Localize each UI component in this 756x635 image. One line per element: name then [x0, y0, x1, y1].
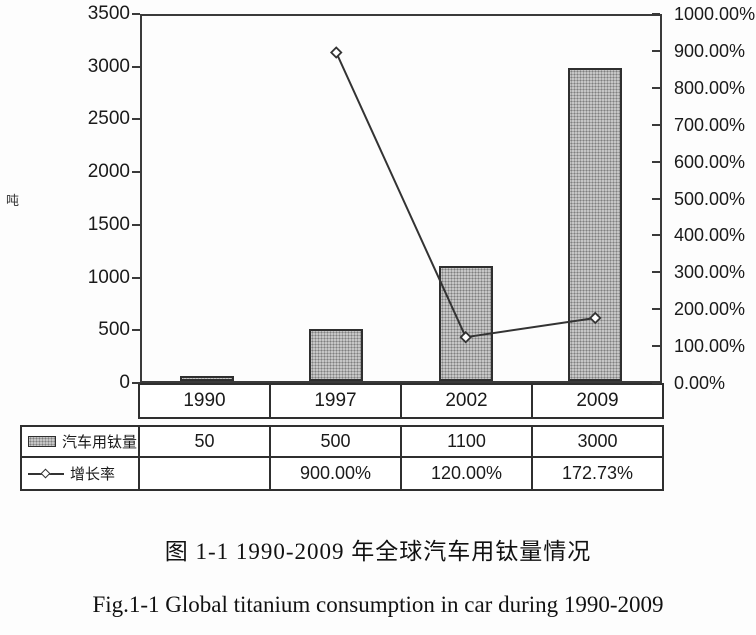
- left-axis-tick-label: 2000: [87, 161, 130, 183]
- table-row: 增长率 900.00% 120.00% 172.73%: [22, 458, 662, 489]
- diamond-marker: [329, 46, 343, 59]
- left-axis-tick-label: 1000: [87, 266, 130, 288]
- data-table: 汽车用钛量 50 500 1100 3000 增长率 900.00% 120.00% 172.7…: [20, 425, 664, 491]
- right-axis-tick-mark: [652, 123, 660, 126]
- right-axis-tick-mark: [652, 160, 660, 163]
- left-axis-tick-label: 1500: [87, 213, 130, 235]
- left-axis-tick-mark: [132, 329, 140, 332]
- right-axis-tick-mark: [652, 49, 660, 52]
- right-axis-tick-label: 800.00%: [674, 77, 746, 98]
- left-axis-tick-mark: [132, 13, 140, 15]
- left-axis-tick-label: 3500: [87, 3, 130, 24]
- value-cell-1990-row1: 50: [140, 427, 271, 456]
- caption-english: Fig.1-1 Global titanium consumption in c…: [92, 592, 664, 617]
- category-cell-1997: 1997: [271, 385, 402, 417]
- table-row: 汽车用钛量 50 500 1100 3000: [22, 427, 662, 458]
- diamond-marker: [588, 311, 602, 325]
- category-cell-2002: 2002: [402, 385, 533, 417]
- growth-rate-polyline: [335, 52, 596, 339]
- value-cell-2002-row1: 1100: [402, 427, 533, 456]
- right-axis-tick-mark: [652, 13, 660, 15]
- right-axis-tick-label: 500.00%: [674, 188, 746, 209]
- left-axis-tick-mark: [132, 382, 140, 384]
- right-axis-tick-label: 300.00%: [674, 262, 746, 283]
- category-cell-1990: 1990: [140, 385, 271, 417]
- legend-label: 汽车用钛量: [62, 434, 138, 451]
- legend-cell: 汽车用钛量: [22, 427, 140, 456]
- right-axis-tick-mark: [652, 308, 660, 311]
- bar-2009: [568, 68, 623, 381]
- left-axis-tick-label: 500: [98, 319, 130, 341]
- right-axis-tick-label: 400.00%: [674, 225, 746, 246]
- line-marker-icon: [28, 468, 64, 480]
- value-cell-2009-row1: 3000: [577, 431, 618, 451]
- value-cell-2002-row2: 120.00%: [402, 458, 533, 489]
- caption-chinese: 图 1-1 1990-2009 年全球汽车用钛量情况: [164, 539, 592, 564]
- legend-label: 增长率: [70, 466, 116, 483]
- right-axis-tick-mark: [652, 382, 660, 384]
- bar-1997: [309, 328, 364, 381]
- growth-rate-line: [329, 46, 602, 344]
- left-axis-tick-labels: 3500 3000 2500 2000 1500 1000 500 0: [0, 0, 130, 400]
- right-axis-tick-label: 900.00%: [674, 40, 746, 61]
- left-axis-tick-mark: [132, 171, 140, 174]
- left-axis-tick-label: 0: [119, 372, 130, 393]
- bar-1990: [179, 375, 234, 381]
- right-axis-tick-mark: [652, 345, 660, 348]
- right-axis-tick-mark: [652, 234, 660, 237]
- left-axis-tick-label: 2500: [87, 108, 130, 130]
- right-axis-tick-mark: [652, 271, 660, 274]
- bar-2002: [438, 266, 493, 381]
- category-cell-2009: 2009: [576, 390, 619, 411]
- plot-area: [140, 14, 662, 383]
- right-axis-tick-mark: [652, 86, 660, 89]
- right-axis-tick-label: 0.00%: [674, 373, 726, 393]
- right-axis-tick-label: 600.00%: [674, 151, 746, 172]
- legend-cell: 增长率: [22, 458, 140, 489]
- y-axis-unit-label: 吨: [6, 193, 20, 208]
- right-axis-tick-label: 100.00%: [674, 336, 746, 357]
- left-axis-tick-label: 3000: [87, 55, 130, 77]
- value-cell-1990-row2: [140, 458, 271, 489]
- value-cell-2009-row2: 172.73%: [561, 463, 634, 483]
- left-axis-tick-mark: [132, 223, 140, 226]
- left-axis-tick-mark: [132, 276, 140, 279]
- value-cell-1997-row2: 900.00%: [271, 458, 402, 489]
- right-axis-tick-label: 700.00%: [674, 114, 746, 135]
- x-axis-category-row: 1990 1997 2002 2009: [138, 383, 664, 419]
- right-axis-tick-mark: [652, 197, 660, 200]
- diamond-marker: [459, 330, 473, 344]
- right-axis-tick-label: 200.00%: [674, 299, 746, 320]
- right-axis-tick-label: 1000.00%: [674, 4, 756, 24]
- value-cell-1997-row1: 500: [271, 427, 402, 456]
- bar-swatch-icon: [28, 436, 56, 447]
- left-axis-tick-mark: [132, 118, 140, 121]
- left-axis-tick-mark: [132, 65, 140, 68]
- right-axis-tick-labels: 1000.00% 900.00% 800.00% 700.00% 600.00% 500.…: [674, 0, 756, 400]
